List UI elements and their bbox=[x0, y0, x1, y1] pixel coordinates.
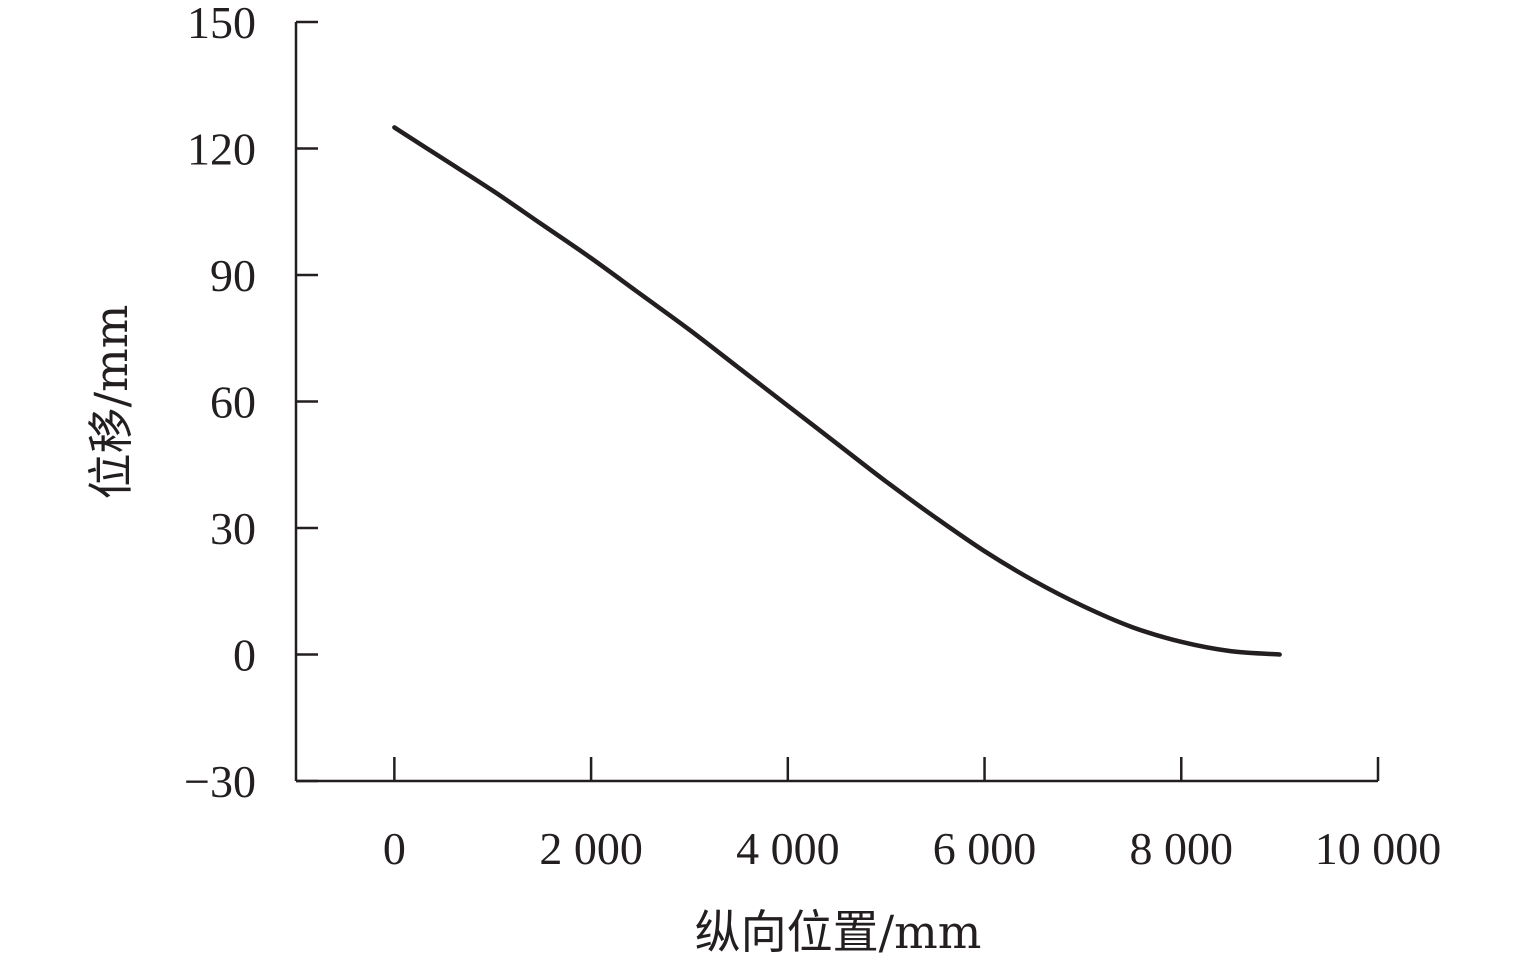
x-tick-label: 8 000 bbox=[1130, 823, 1234, 874]
x-tick-label: 2 000 bbox=[539, 823, 643, 874]
axes bbox=[294, 22, 1378, 783]
x-tick-label: 0 bbox=[383, 823, 406, 874]
x-ticks: 0 2 000 4 000 6 000 8 000 10 000 bbox=[383, 757, 1441, 874]
y-tick-label: 120 bbox=[187, 124, 256, 175]
y-tick-label: −30 bbox=[184, 756, 256, 807]
y-tick-label: 90 bbox=[210, 250, 256, 301]
y-tick-label: 30 bbox=[210, 503, 256, 554]
x-tick-label: 6 000 bbox=[933, 823, 1037, 874]
x-tick-label: 10 000 bbox=[1315, 823, 1442, 874]
y-tick-label: 0 bbox=[233, 630, 256, 681]
series-line bbox=[392, 125, 1282, 657]
y-tick-label: 150 bbox=[187, 0, 256, 48]
y-axis-title: 位移/mm bbox=[84, 305, 138, 500]
x-tick-label: 4 000 bbox=[736, 823, 840, 874]
y-ticks: −30 0 30 60 90 120 150 bbox=[184, 0, 318, 807]
y-tick-label: 60 bbox=[210, 377, 256, 428]
series-layer bbox=[392, 125, 1282, 657]
x-axis-title: 纵向位置/mm bbox=[695, 905, 982, 959]
